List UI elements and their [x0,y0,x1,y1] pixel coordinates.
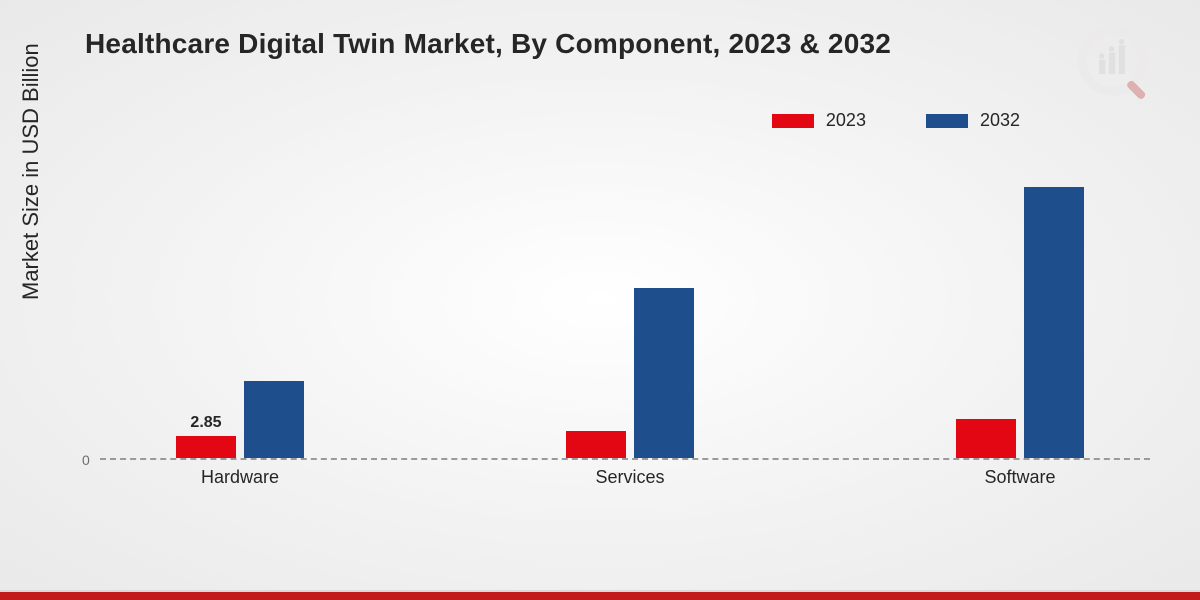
category-group: Software [910,148,1130,490]
y-tick-zero: 0 [82,452,90,468]
bar-value-label: 2.85 [176,414,236,432]
legend-swatch-icon [926,114,968,128]
chart-title: Healthcare Digital Twin Market, By Compo… [85,28,891,60]
bar [956,419,1016,458]
legend: 2023 2032 [772,110,1020,131]
watermark-logo-icon [1072,20,1162,110]
bar [244,381,304,459]
y-axis-label: Market Size in USD Billion [18,43,44,300]
bar [566,431,626,458]
category-label: Services [520,467,740,488]
legend-swatch-icon [772,114,814,128]
bar [176,436,236,458]
chart-frame: Healthcare Digital Twin Market, By Compo… [0,0,1200,600]
bar [634,288,694,459]
legend-item-2032: 2032 [926,110,1020,131]
category-group: Hardware [130,148,350,490]
legend-item-2023: 2023 [772,110,866,131]
category-label: Hardware [130,467,350,488]
legend-label: 2032 [980,110,1020,131]
legend-label: 2023 [826,110,866,131]
plot-area: 0 HardwareServicesSoftware2.85 [100,150,1150,490]
footer-accent-bar [0,592,1200,600]
category-group: Services [520,148,740,490]
bar [1024,187,1084,458]
category-label: Software [910,467,1130,488]
